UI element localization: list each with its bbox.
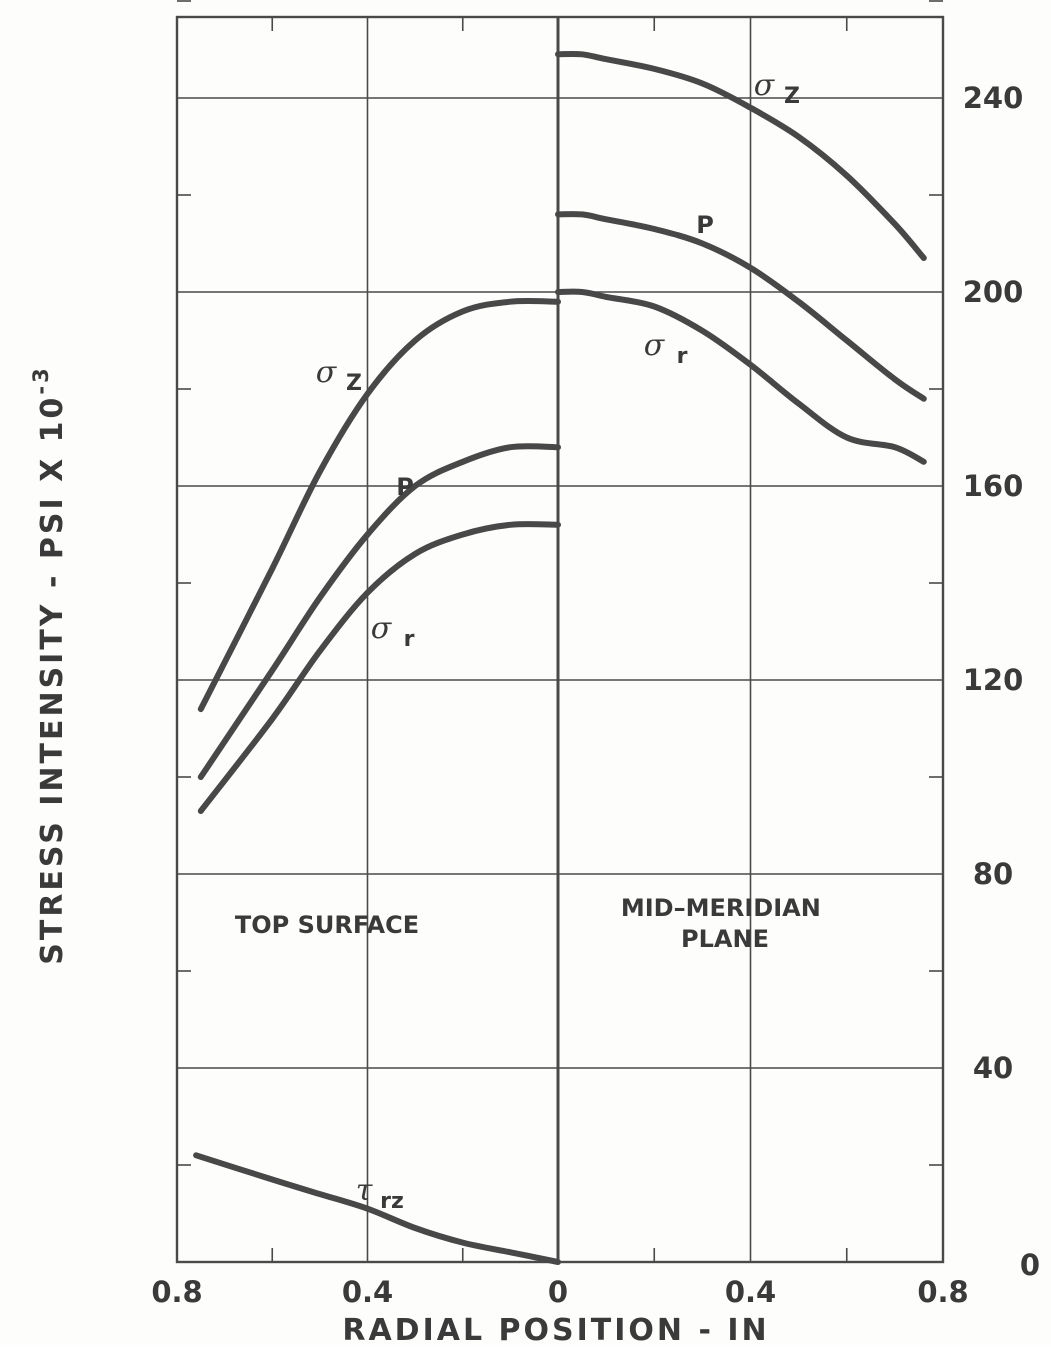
region-label-mid-meridian-line2: PLANE <box>681 925 769 953</box>
tick-labels: 0.8 0.4 0 0.4 0.8 0 40 80 120 160 200 240 <box>151 81 1040 1309</box>
y-tick-label-0: 0 <box>1020 1248 1040 1282</box>
x-tick-label-0: 0.8 <box>151 1275 202 1309</box>
curve-label-sub-1-0: Z <box>784 84 800 109</box>
curve-label-1-1: P <box>696 211 714 239</box>
x-tick-label-4: 0.8 <box>917 1275 968 1309</box>
data-curves <box>193 50 927 1265</box>
y-axis-title: STRESS INTENSITY - PSI X 10-3 <box>29 365 70 964</box>
curve-top-surface-1 <box>197 443 561 780</box>
y-tick-label-160: 160 <box>963 469 1024 503</box>
y-axis-title-main: STRESS INTENSITY - PSI X 10 <box>35 395 70 965</box>
curve-labels: σ ZPσ rτ rzσ ZPσ r <box>316 68 800 1214</box>
y-tick-label-120: 120 <box>963 663 1024 697</box>
curve-label-0-0: σ <box>316 355 338 390</box>
curve-mid-meridian-0 <box>555 50 927 261</box>
y-tick-label-240: 240 <box>963 81 1024 115</box>
curve-label-0-2: σ <box>371 611 393 646</box>
y-tick-label-80: 80 <box>973 857 1013 891</box>
curve-top-surface-0 <box>197 297 561 713</box>
curve-label-sub-0-0: Z <box>346 371 362 396</box>
curve-top-surface-2 <box>197 521 561 814</box>
curve-label-0-1: P <box>396 473 414 501</box>
grid-lines <box>177 0 943 1262</box>
y-tick-label-200: 200 <box>963 275 1024 309</box>
curve-label-sub-1-2: r <box>677 344 688 369</box>
curve-label-0-3: τ <box>356 1173 373 1208</box>
region-label-top-surface: TOP SURFACE <box>235 911 419 939</box>
x-axis-title: RADIAL POSITION - IN <box>342 1313 769 1345</box>
x-tick-label-3: 0.4 <box>725 1275 776 1309</box>
curve-label-1-0: σ <box>754 68 776 103</box>
curve-mid-meridian-1 <box>555 211 927 402</box>
curve-label-sub-0-3: rz <box>380 1189 404 1214</box>
y-tick-label-40: 40 <box>973 1051 1013 1085</box>
curve-label-sub-0-2: r <box>404 627 415 652</box>
y-axis-title-exponent: -3 <box>29 365 53 394</box>
region-label-mid-meridian-line1: MID–MERIDIAN <box>621 894 821 922</box>
x-tick-label-2: 0 <box>548 1275 568 1309</box>
curve-mid-meridian-2 <box>555 288 927 465</box>
region-label-mid-meridian: MID–MERIDIAN PLANE <box>621 894 829 953</box>
curve-top-surface-3 <box>193 1152 561 1265</box>
x-tick-label-1: 0.4 <box>342 1275 393 1309</box>
curve-label-1-2: σ <box>644 328 666 363</box>
